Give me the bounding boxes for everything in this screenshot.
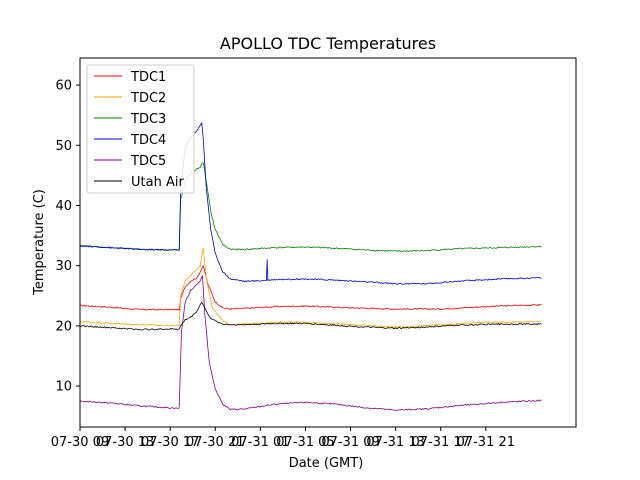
x-axis-label: Date (GMT)	[289, 456, 364, 471]
x-tick-label-3: 07-30 21	[186, 435, 244, 450]
x-tick-label-6: 07-31 09	[321, 435, 379, 450]
legend-label-2: TDC3	[130, 112, 166, 127]
legend-label-1: TDC2	[130, 91, 166, 106]
y-tick-label-5: 60	[55, 79, 72, 94]
x-tick-label-8: 07-31 17	[412, 435, 470, 450]
x-tick-label-5: 07-31 05	[276, 435, 334, 450]
series-line-tdc2	[79, 247, 542, 329]
plot-area	[79, 122, 542, 412]
x-tick-label-9: 07-31 21	[457, 435, 515, 450]
legend: TDC1 TDC2 TDC3 TDC4 TDC5 Utah Air	[86, 64, 195, 194]
x-tick-label-1: 07-30 13	[96, 435, 154, 450]
y-axis-label: Temperature (C)	[32, 189, 47, 296]
y-tick-label-1: 20	[55, 319, 72, 334]
y-tick-label-4: 50	[55, 139, 72, 154]
legend-label-5: Utah Air	[131, 175, 184, 190]
plot-frame	[79, 57, 577, 428]
x-tick-label-2: 07-30 17	[141, 435, 199, 450]
y-axis: 10 20 30 40 50 60	[55, 79, 80, 395]
chart-title: APOLLO TDC Temperatures	[220, 34, 436, 53]
legend-label-4: TDC5	[130, 154, 166, 169]
legend-label-0: TDC1	[130, 70, 166, 85]
series-line-utah-air	[79, 301, 542, 331]
series-line-tdc1	[79, 265, 542, 311]
y-tick-label-3: 40	[55, 199, 72, 214]
x-tick-label-4: 07-31 01	[231, 435, 289, 450]
legend-label-3: TDC4	[130, 133, 166, 148]
series-line-tdc5	[79, 275, 542, 412]
x-tick-label-7: 07-31 13	[366, 435, 424, 450]
series-line-tdc4	[79, 122, 542, 285]
y-tick-label-0: 10	[55, 380, 72, 395]
x-tick-label-0: 07-30 09	[51, 435, 109, 450]
y-tick-label-2: 30	[55, 259, 72, 274]
